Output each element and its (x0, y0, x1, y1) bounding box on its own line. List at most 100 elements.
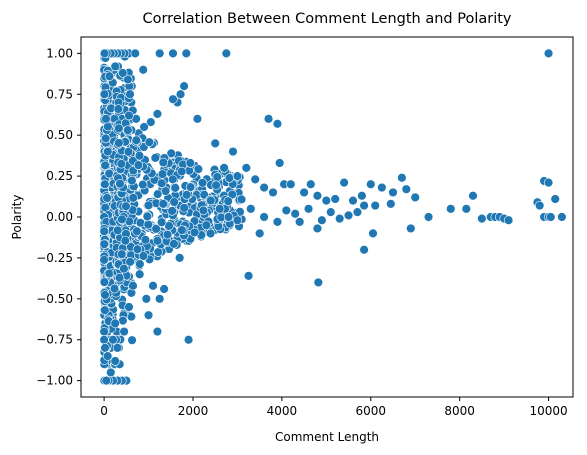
data-point (112, 343, 123, 353)
data-point (119, 264, 129, 274)
x-axis-label: Comment Length (275, 430, 379, 444)
data-point (162, 229, 173, 240)
data-point (152, 236, 163, 246)
data-point (206, 195, 216, 206)
data-point (214, 204, 225, 214)
data-point (100, 343, 110, 353)
data-point (236, 194, 247, 205)
data-point (557, 212, 567, 222)
data-point (132, 244, 143, 254)
data-point (357, 191, 367, 201)
data-point (120, 236, 131, 246)
data-point (138, 179, 148, 190)
data-point (131, 135, 142, 145)
data-point (141, 294, 152, 304)
data-point (144, 137, 155, 147)
data-point (128, 281, 138, 291)
data-point (312, 191, 323, 201)
data-point (468, 191, 478, 201)
x-tick-label: 0 (100, 404, 108, 418)
x-tick-label: 10000 (529, 404, 567, 418)
y-axis-ticks: −1.00 −0.75 −0.50 −0.25 0.00 0.25 0.50 0.75 1.00 (36, 46, 81, 388)
data-point (104, 268, 115, 279)
data-point (546, 212, 556, 222)
data-point (115, 179, 125, 189)
data-point (232, 171, 243, 181)
data-point (128, 193, 138, 203)
data-point (177, 225, 187, 235)
y-tick-label: 1.00 (46, 46, 73, 60)
data-point (118, 68, 128, 78)
data-point (101, 114, 111, 124)
data-point (219, 163, 229, 173)
data-point (423, 212, 434, 222)
data-point (100, 160, 110, 171)
data-point (102, 351, 113, 361)
data-point (100, 290, 110, 300)
data-point (272, 119, 283, 129)
data-point (132, 226, 142, 236)
data-point (110, 318, 120, 329)
data-point (99, 239, 109, 249)
y-tick-label: −0.75 (36, 333, 73, 347)
data-point (254, 228, 265, 239)
data-point (124, 110, 134, 121)
data-point (321, 195, 332, 206)
data-point (154, 48, 165, 59)
data-point (348, 195, 358, 206)
data-point (123, 74, 133, 85)
y-tick-label: −0.25 (36, 251, 73, 265)
data-point (127, 335, 137, 345)
data-point (246, 204, 256, 214)
data-point (143, 310, 154, 320)
data-point (116, 159, 126, 169)
data-point (410, 192, 420, 203)
data-point (193, 164, 204, 174)
data-point (201, 220, 212, 230)
data-point (211, 180, 221, 190)
data-point (326, 207, 336, 217)
data-point (158, 157, 169, 168)
data-point (306, 179, 316, 189)
data-point (168, 94, 178, 104)
data-point (152, 109, 163, 119)
data-point (168, 174, 178, 185)
data-point (135, 218, 146, 228)
data-point (103, 121, 113, 132)
data-point (334, 213, 345, 224)
data-point (124, 302, 134, 312)
data-point (151, 224, 161, 234)
data-point (166, 148, 176, 159)
data-point (228, 146, 238, 157)
y-tick-label: 0.25 (46, 169, 73, 183)
data-point (174, 253, 185, 263)
data-point (212, 172, 222, 182)
data-point (543, 48, 554, 59)
data-point (134, 269, 145, 279)
data-point (138, 65, 148, 75)
data-point (119, 326, 129, 337)
data-point (359, 200, 369, 211)
data-point (102, 193, 112, 203)
y-axis-label: Polarity (10, 195, 24, 240)
data-points (99, 48, 567, 386)
y-tick-label: −0.50 (36, 292, 73, 306)
data-point (99, 255, 109, 265)
data-point (477, 213, 487, 224)
data-point (243, 271, 254, 281)
data-point (223, 196, 233, 206)
data-point (268, 187, 278, 198)
data-point (366, 179, 376, 189)
data-point (121, 201, 131, 211)
data-point (169, 197, 179, 207)
data-point (543, 177, 554, 188)
data-point (317, 215, 327, 225)
data-point (110, 61, 120, 72)
data-point (189, 227, 200, 238)
data-point (177, 166, 187, 177)
data-point (303, 204, 314, 214)
data-point (125, 257, 135, 267)
data-point (330, 194, 340, 204)
data-point (99, 89, 110, 99)
